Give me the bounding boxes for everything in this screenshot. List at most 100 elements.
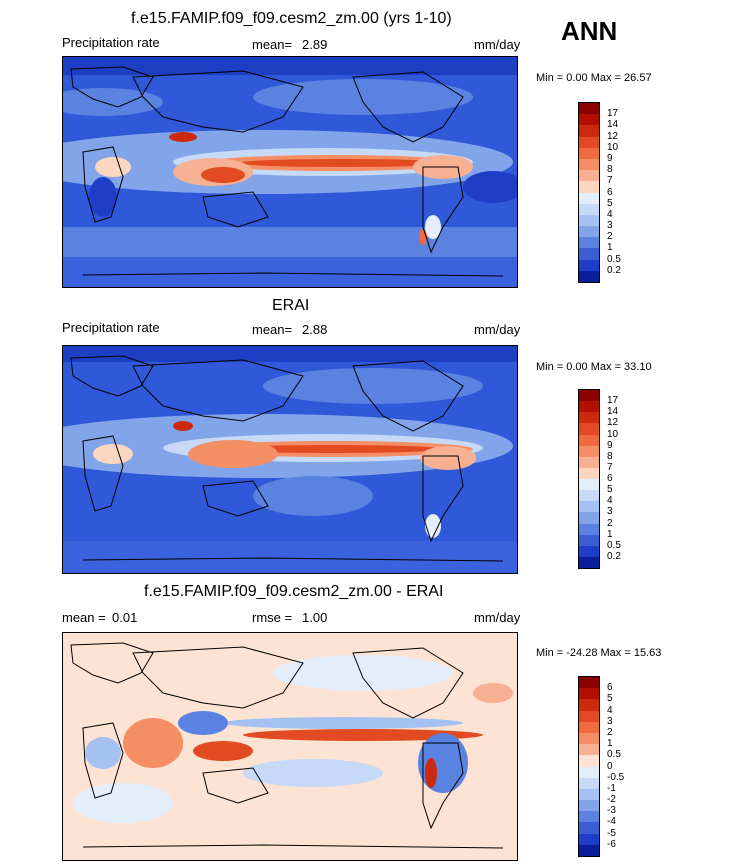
colorbar-segment bbox=[579, 192, 599, 204]
colorbar-tick-label: -3 bbox=[607, 805, 616, 817]
colorbar-segment bbox=[579, 844, 599, 856]
panel2-mean-value: 2.88 bbox=[302, 322, 328, 337]
colorbar-segment bbox=[579, 203, 599, 215]
colorbar-tick-label: 6 bbox=[607, 186, 613, 198]
colorbar-segment bbox=[579, 125, 599, 137]
panel1-map bbox=[62, 56, 518, 288]
colorbar-tick-label: 3 bbox=[607, 220, 613, 232]
panel1-colorbar bbox=[578, 102, 600, 283]
panel1-units: mm/day bbox=[474, 37, 521, 52]
colorbar-segment bbox=[579, 445, 599, 457]
colorbar-segment bbox=[579, 259, 599, 271]
colorbar-segment bbox=[579, 401, 599, 413]
colorbar-tick-label: 3 bbox=[607, 715, 613, 727]
panel2-map bbox=[62, 345, 518, 574]
colorbar-tick-label: 8 bbox=[607, 164, 613, 176]
colorbar-segment bbox=[579, 423, 599, 435]
colorbar-segment bbox=[579, 434, 599, 446]
colorbar-tick-label: 10 bbox=[607, 141, 619, 153]
panel2-title: ERAI bbox=[272, 297, 310, 314]
colorbar-tick-label: 1 bbox=[607, 242, 613, 254]
colorbar-segment bbox=[579, 490, 599, 502]
colorbar-tick-label: 9 bbox=[607, 439, 613, 451]
colorbar-segment bbox=[579, 534, 599, 546]
colorbar-tick-label: 0.5 bbox=[607, 539, 621, 551]
colorbar-segment bbox=[579, 226, 599, 238]
colorbar-segment bbox=[579, 833, 599, 845]
panel3-mean-label: mean = bbox=[62, 610, 106, 625]
colorbar-tick-label: 12 bbox=[607, 417, 619, 429]
season-label: ANN bbox=[561, 16, 618, 46]
colorbar-tick-label: 7 bbox=[607, 461, 613, 473]
colorbar-tick-label: 2 bbox=[607, 726, 613, 738]
panel1-mean-value: 2.89 bbox=[302, 37, 328, 52]
panel3-mean-value: 0.01 bbox=[112, 610, 138, 625]
panel3-minmax: Min = -24.28 Max = 15.63 bbox=[536, 647, 662, 659]
panel2-mean-label: mean= bbox=[252, 322, 293, 337]
panel2-minmax: Min = 0.00 Max = 33.10 bbox=[536, 361, 652, 373]
panel1-mean-label: mean= bbox=[252, 37, 293, 52]
panel1-title: f.e15.FAMIP.f09_f09.cesm2_zm.00 (yrs 1-1… bbox=[131, 10, 452, 27]
colorbar-segment bbox=[579, 744, 599, 756]
panel2-precip-field bbox=[63, 346, 517, 573]
colorbar-segment bbox=[579, 677, 599, 689]
colorbar-tick-label: 0.5 bbox=[607, 253, 621, 265]
colorbar-tick-label: 7 bbox=[607, 175, 613, 187]
colorbar-tick-label: -4 bbox=[607, 816, 616, 828]
panel1-precip-field bbox=[63, 57, 517, 287]
colorbar-segment bbox=[579, 181, 599, 193]
colorbar-tick-label: 8 bbox=[607, 450, 613, 462]
colorbar-segment bbox=[579, 412, 599, 424]
colorbar-segment bbox=[579, 699, 599, 711]
colorbar-tick-label: -5 bbox=[607, 827, 616, 839]
colorbar-segment bbox=[579, 732, 599, 745]
colorbar-segment bbox=[579, 822, 599, 834]
colorbar-tick-label: 10 bbox=[607, 428, 619, 440]
colorbar-segment bbox=[579, 523, 599, 535]
panel2-units: mm/day bbox=[474, 322, 521, 337]
colorbar-segment bbox=[579, 545, 599, 557]
colorbar-segment bbox=[579, 170, 599, 182]
colorbar-tick-label: 14 bbox=[607, 119, 619, 131]
panel3-map bbox=[62, 632, 518, 861]
colorbar-segment bbox=[579, 512, 599, 524]
colorbar-segment bbox=[579, 390, 599, 402]
colorbar-segment bbox=[579, 456, 599, 468]
colorbar-tick-label: 0.2 bbox=[607, 550, 621, 562]
colorbar-tick-label: 4 bbox=[607, 704, 613, 716]
colorbar-segment bbox=[579, 800, 599, 812]
colorbar-tick-label: -0.5 bbox=[607, 771, 625, 783]
colorbar-tick-label: 0 bbox=[607, 760, 613, 772]
colorbar-tick-label: 1 bbox=[607, 528, 613, 540]
colorbar-segment bbox=[579, 136, 599, 148]
colorbar-segment bbox=[579, 114, 599, 126]
colorbar-tick-label: 17 bbox=[607, 108, 619, 120]
colorbar-tick-label: 12 bbox=[607, 130, 619, 142]
colorbar-segment bbox=[579, 103, 599, 115]
colorbar-segment bbox=[579, 710, 599, 722]
panel3-title: f.e15.FAMIP.f09_f09.cesm2_zm.00 - ERAI bbox=[144, 583, 444, 600]
colorbar-segment bbox=[579, 556, 599, 568]
colorbar-tick-label: 6 bbox=[607, 473, 613, 484]
panel3-units: mm/day bbox=[474, 610, 521, 625]
colorbar-segment bbox=[579, 467, 599, 479]
colorbar-segment bbox=[579, 688, 599, 700]
colorbar-tick-label: -1 bbox=[607, 782, 616, 794]
colorbar-segment bbox=[579, 248, 599, 260]
panel3-rmse-label: rmse = bbox=[252, 610, 293, 625]
colorbar-segment bbox=[579, 270, 599, 282]
colorbar-tick-label: 2 bbox=[607, 517, 613, 529]
panel3-rmse-value: 1.00 bbox=[302, 610, 328, 625]
panel1-variable-label: Precipitation rate bbox=[62, 35, 160, 50]
panel3-difference-field bbox=[63, 633, 517, 860]
colorbar-segment bbox=[579, 501, 599, 513]
colorbar-segment bbox=[579, 777, 599, 789]
colorbar-tick-label: 4 bbox=[607, 208, 613, 220]
panel2-colorbar bbox=[578, 389, 600, 569]
panel1-minmax: Min = 0.00 Max = 26.57 bbox=[536, 72, 652, 84]
colorbar-tick-label: 17 bbox=[607, 395, 619, 407]
colorbar-tick-label: 3 bbox=[607, 506, 613, 518]
colorbar-tick-label: 6 bbox=[607, 682, 613, 694]
colorbar-tick-label: 4 bbox=[607, 495, 613, 507]
colorbar-tick-label: 1 bbox=[607, 738, 613, 750]
